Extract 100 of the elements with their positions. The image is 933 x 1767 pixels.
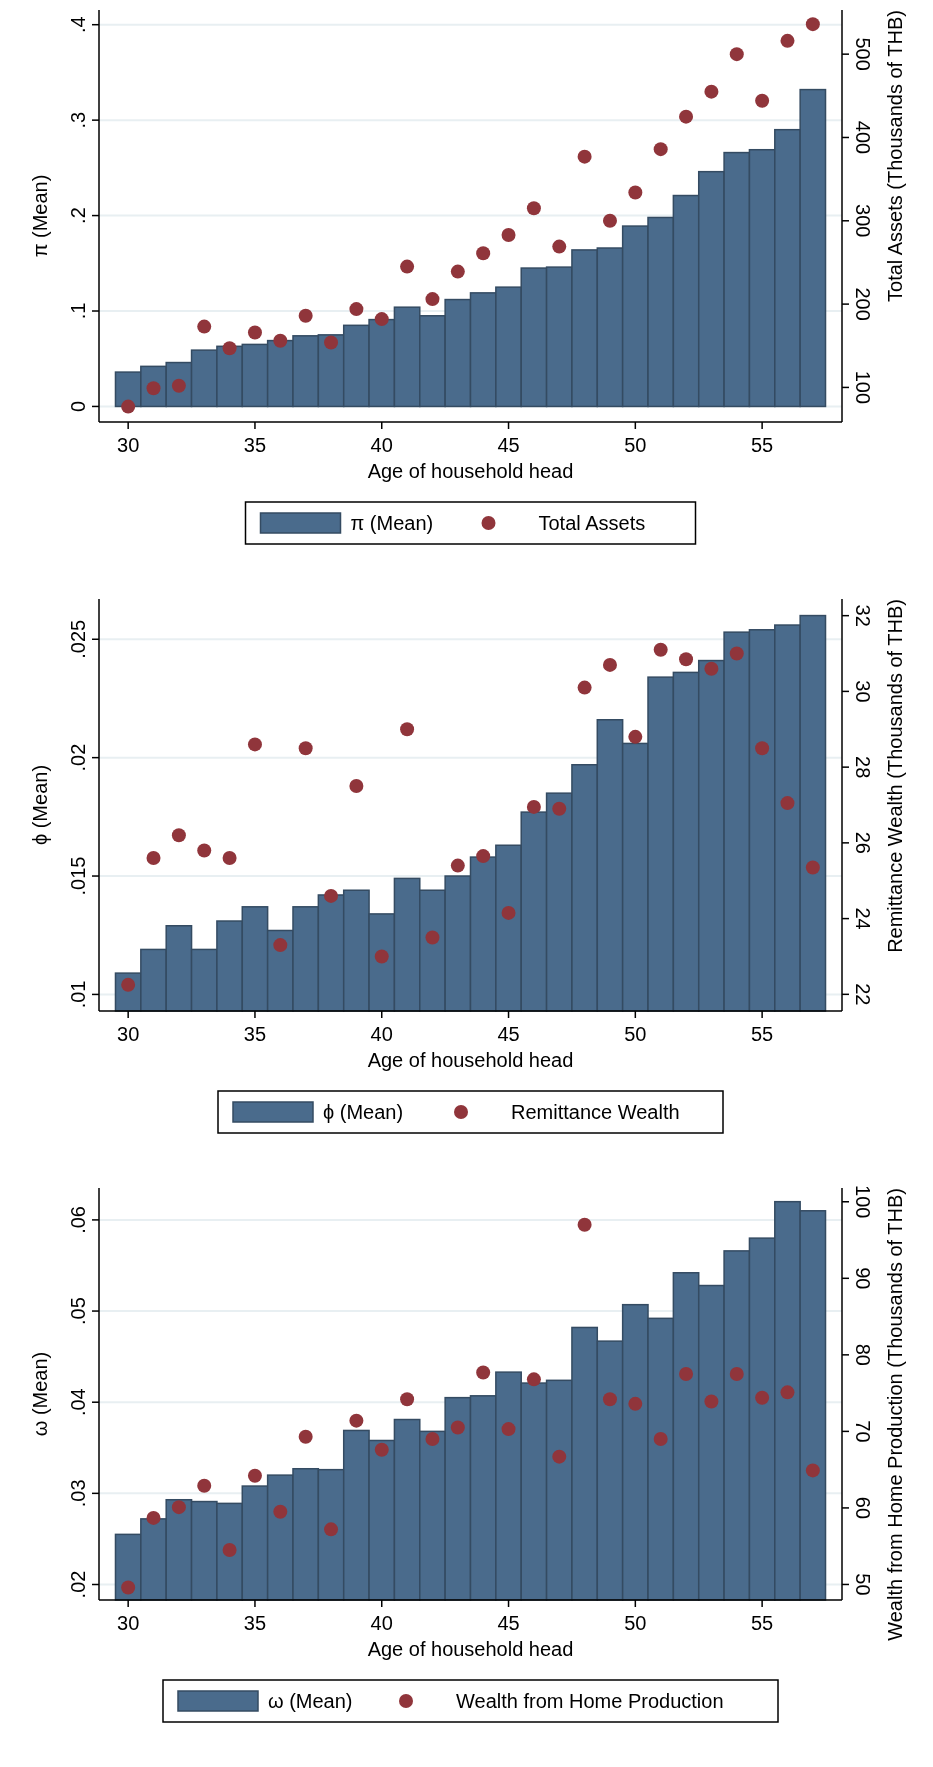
point — [552, 239, 567, 254]
y-tick-label: .02 — [67, 1570, 89, 1599]
y-tick-label: .025 — [67, 619, 89, 659]
x-tick-label: 40 — [370, 434, 393, 456]
x-tick-label: 30 — [117, 434, 140, 456]
point — [628, 185, 643, 200]
point — [222, 341, 237, 356]
point — [197, 843, 212, 858]
point — [349, 1413, 364, 1428]
point — [653, 642, 668, 657]
point — [247, 325, 262, 340]
y-tick-label: .06 — [67, 1206, 89, 1234]
y-tick-label: .2 — [67, 207, 89, 224]
point — [476, 1365, 491, 1380]
point — [247, 1468, 262, 1483]
point — [197, 1478, 212, 1493]
point — [450, 1420, 465, 1435]
point — [679, 652, 694, 667]
y-tick-label: .05 — [67, 1297, 89, 1325]
point — [171, 1500, 186, 1515]
legend-label: Total Assets — [538, 512, 646, 534]
y2-axis-title: Total Assets (Thousands of THB) — [884, 10, 906, 302]
point — [577, 149, 592, 164]
point — [476, 246, 491, 261]
x-axis-title: Age of household head — [367, 1049, 574, 1071]
point — [374, 312, 389, 327]
point — [425, 292, 440, 307]
y-tick-label: .015 — [67, 856, 89, 896]
point — [146, 1510, 161, 1525]
point — [602, 213, 617, 228]
y-tick-label: .3 — [67, 111, 89, 129]
point — [805, 17, 820, 32]
point — [374, 949, 389, 964]
point — [755, 741, 770, 756]
x-tick-label: 35 — [243, 1612, 267, 1634]
legend-label: Wealth from Home Production — [456, 1690, 724, 1712]
point — [780, 33, 795, 48]
y2-tick-label: 100 — [852, 1185, 874, 1219]
point — [273, 938, 288, 953]
x-tick-label: 45 — [497, 1023, 520, 1045]
y2-axis-title: Remittance Wealth (Thousands of THB) — [884, 599, 906, 953]
point — [755, 1390, 770, 1405]
y-tick-label: .1 — [67, 302, 89, 320]
point — [602, 657, 617, 672]
point — [298, 741, 313, 756]
x-tick-label: 50 — [624, 1023, 647, 1045]
y2-axis-title: Wealth from Home Production (Thousands of THB) — [884, 1188, 906, 1641]
point — [298, 1429, 313, 1444]
point — [374, 1442, 389, 1457]
x-tick-label: 55 — [751, 1612, 774, 1634]
y2-tick-label: 80 — [852, 1343, 874, 1366]
y2-tick-label: 22 — [852, 983, 874, 1006]
point — [679, 1366, 694, 1381]
point — [780, 796, 795, 811]
point — [400, 259, 415, 274]
y-axis-title: ϕ (Mean) — [29, 764, 51, 846]
y-tick-label: .03 — [67, 1479, 89, 1508]
y2-tick-label: 26 — [852, 831, 874, 854]
point — [197, 319, 212, 334]
point — [780, 1385, 795, 1400]
y2-tick-label: 90 — [852, 1267, 874, 1290]
point — [171, 828, 186, 843]
point — [628, 729, 643, 744]
point — [298, 308, 313, 323]
point — [273, 333, 288, 348]
point — [526, 1372, 541, 1387]
legend-label: Remittance Wealth — [511, 1101, 680, 1123]
y2-tick-label: 50 — [852, 1573, 874, 1596]
point — [121, 399, 136, 414]
y2-tick-label: 500 — [852, 37, 874, 71]
x-tick-label: 30 — [117, 1023, 140, 1045]
y2-tick-label: 30 — [852, 680, 874, 703]
point — [729, 47, 744, 62]
x-tick-label: 35 — [243, 1023, 267, 1045]
point — [501, 1422, 516, 1437]
legend-label: ω (Mean) — [268, 1690, 353, 1712]
x-tick-label: 55 — [751, 434, 774, 456]
x-tick-label: 40 — [370, 1023, 393, 1045]
point — [805, 860, 820, 875]
x-axis-title: Age of household head — [367, 1638, 574, 1660]
point — [704, 661, 719, 676]
point — [450, 264, 465, 279]
point — [501, 227, 516, 242]
point — [704, 84, 719, 99]
y-tick-label: .4 — [67, 16, 89, 34]
point — [577, 680, 592, 695]
y2-tick-label: 32 — [852, 604, 874, 627]
x-tick-label: 45 — [497, 1612, 520, 1634]
legend-label: ϕ (Mean) — [323, 1101, 404, 1123]
x-tick-label: 40 — [370, 1612, 393, 1634]
point — [552, 801, 567, 816]
y2-tick-label: 200 — [852, 287, 874, 321]
point — [476, 849, 491, 864]
x-tick-label: 30 — [117, 1612, 140, 1634]
point — [653, 142, 668, 157]
y2-tick-label: 300 — [852, 204, 874, 238]
x-tick-label: 50 — [624, 1612, 647, 1634]
y-tick-label: .02 — [67, 743, 89, 772]
y-axis-title: π (Mean) — [29, 174, 51, 258]
point — [653, 1432, 668, 1447]
